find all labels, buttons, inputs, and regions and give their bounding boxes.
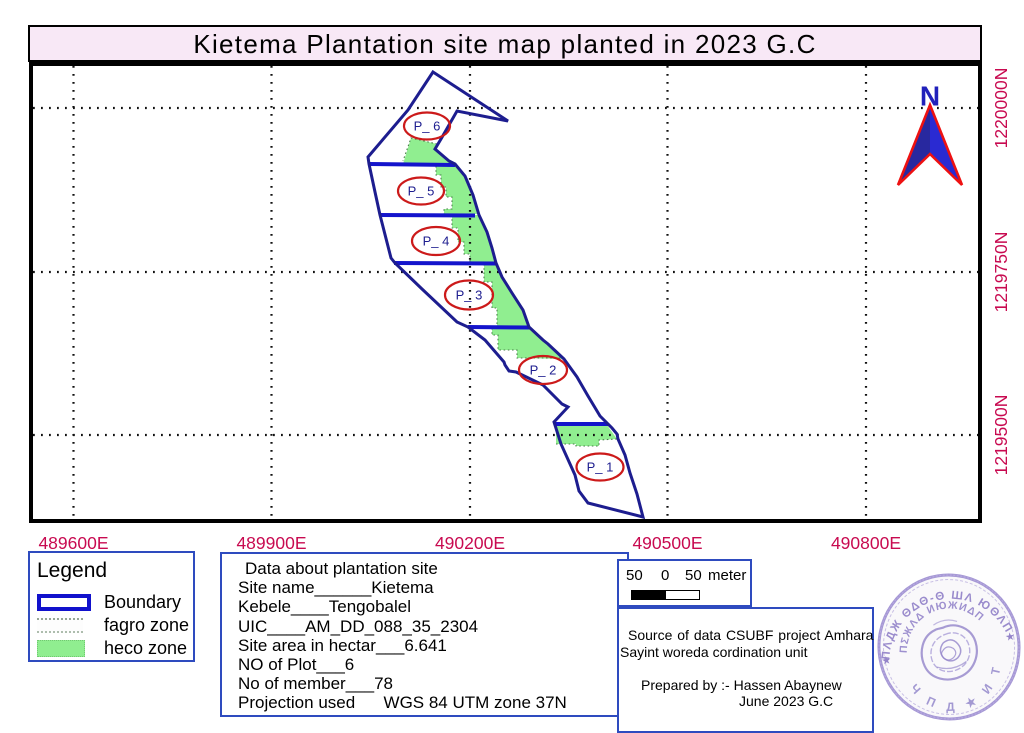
boundary-swatch: [37, 594, 91, 611]
scale-right-value: 50: [685, 567, 702, 584]
official-stamp: ПΛДЖ ΘΔΘ-Θ ШΛ ЮΘΛΠ ПΣЖΛΔ ИЮЖИΔП Ч П Д ★ …: [874, 573, 1021, 721]
scale-bar: 50 0 50 meter: [617, 559, 752, 607]
data-box-title: Data about plantation site: [245, 559, 438, 578]
map-title: Kietema Plantation site map planted in 2…: [193, 29, 817, 59]
legend-item-heco-zone: heco zone: [30, 638, 193, 658]
fagro-zone-swatch: [37, 618, 83, 633]
site-name-line: Site name______Kietema: [238, 578, 434, 598]
data-about-plantation-site: Data about plantation site Site name____…: [220, 552, 629, 717]
scale-zero-value: 0: [661, 567, 670, 584]
legend: Legend Boundary fagro zone heco zone: [28, 551, 195, 662]
source-box: Source of data CSUBF project Amhara Sayi…: [617, 607, 874, 733]
member-count-line: No of member___78: [238, 674, 393, 694]
scale-left-value: 50: [626, 567, 643, 584]
y-axis-label: 1220000N: [991, 68, 1011, 149]
uic-line: UIC____AM_DD_088_35_2304: [238, 616, 479, 636]
site-area-line: Site area in hectar___6.641: [238, 635, 447, 655]
stamp-emblem: [920, 624, 978, 681]
legend-item-label: heco zone: [104, 638, 188, 658]
y-axis-label: 1219500N: [991, 395, 1011, 476]
date-line: June 2023 G.C: [739, 693, 834, 709]
prepared-by-line: Prepared by :- Hassen Abaynew: [641, 676, 842, 693]
stamp-left-star-icon: ★: [881, 654, 893, 667]
title-bar: Kietema Plantation site map planted in 2…: [28, 25, 982, 62]
legend-item-label: Boundary: [104, 592, 182, 612]
kebele-line: Kebele____Tengobalel: [238, 597, 411, 617]
legend-item-fagro-zone: fagro zone: [30, 615, 193, 635]
x-axis-label: 490200E: [435, 533, 505, 553]
plot-count-line: NO of Plot___6: [238, 654, 355, 674]
heco-zone-swatch: [37, 640, 85, 657]
y-axis-label: 1219750N: [991, 232, 1011, 313]
x-axis-label: 489600E: [38, 533, 108, 553]
stamp-right-star-icon: ★: [1004, 631, 1016, 644]
scale-unit: meter: [708, 567, 747, 584]
legend-item-boundary: Boundary: [30, 592, 193, 612]
scale-bar-white-segment: [665, 590, 700, 600]
x-axis-label: 489900E: [236, 533, 306, 553]
x-axis-label: 490800E: [831, 533, 901, 553]
source-line-2: Sayint woreda cordination unit: [620, 643, 808, 660]
map-frame: [29, 62, 982, 523]
projection-line: Projection used WGS 84 UTM zone 37N: [238, 693, 567, 713]
scale-bar-black-segment: [631, 590, 666, 600]
source-blank-line: [619, 660, 872, 677]
legend-item-label: fagro zone: [104, 615, 190, 635]
legend-heading: Legend: [37, 559, 108, 582]
x-axis-label: 490500E: [632, 533, 702, 553]
source-line-1: Source of data CSUBF project Amhara: [628, 627, 874, 643]
